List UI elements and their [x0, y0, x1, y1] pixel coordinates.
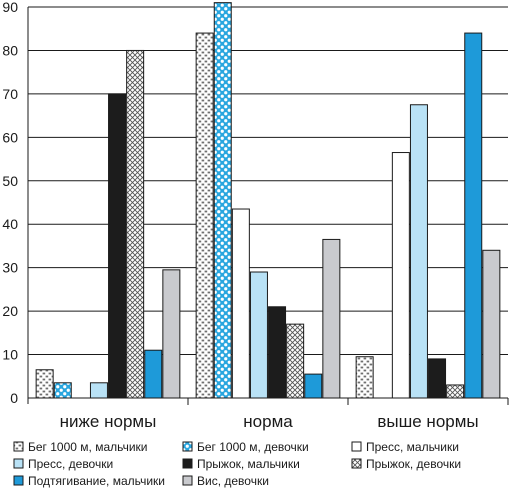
y-tick-label: 40	[2, 216, 18, 232]
bar	[355, 356, 374, 399]
bar	[304, 373, 323, 399]
legend-label: Прыжок, девочки	[366, 457, 461, 471]
legend-label: Подтягивание, мальчики	[28, 474, 165, 488]
bar	[322, 238, 341, 399]
y-axis-ticks: 0 10 20 30 40 50 60 70 80 90	[2, 0, 18, 406]
bar	[213, 2, 232, 399]
y-tick-label: 80	[2, 42, 18, 58]
y-tick-label: 10	[2, 347, 18, 363]
y-tick-label: 50	[2, 173, 18, 189]
legend-swatch	[182, 475, 193, 486]
legend: Бег 1000 м, мальчики Бег 1000 м, девочки П…	[13, 440, 461, 488]
y-tick-label: 70	[2, 86, 18, 102]
bar	[53, 382, 72, 399]
category-label: выше нормы	[377, 412, 478, 431]
bars	[35, 2, 501, 399]
legend-label: Вис, девочки	[197, 474, 269, 488]
x-axis-categories: ниже нормы норма выше нормы	[60, 412, 479, 431]
bar	[89, 382, 108, 399]
legend-swatch	[13, 441, 24, 452]
y-tick-label: 90	[2, 0, 18, 15]
legend-label: Пресс, мальчики	[366, 440, 459, 454]
y-tick-label: 20	[2, 303, 18, 319]
legend-swatch	[351, 441, 362, 452]
bar	[162, 269, 181, 399]
legend-swatch	[13, 458, 24, 469]
legend-swatch	[13, 475, 24, 486]
legend-label: Прыжок, мальчики	[197, 457, 300, 471]
bar	[249, 271, 268, 399]
y-tick-label: 60	[2, 129, 18, 145]
y-tick-label: 30	[2, 260, 18, 276]
bar	[409, 104, 428, 399]
bar	[464, 32, 483, 399]
bar	[231, 208, 250, 399]
legend-swatch	[182, 441, 193, 452]
bar	[446, 384, 465, 399]
bar	[126, 49, 145, 399]
bar	[428, 358, 447, 399]
axes	[27, 7, 509, 405]
legend-swatch	[182, 458, 193, 469]
legend-label: Бег 1000 м, мальчики	[28, 440, 148, 454]
legend-swatch	[351, 458, 362, 469]
legend-label: Пресс, девочки	[28, 457, 113, 471]
y-tick-label: 0	[10, 390, 18, 406]
bar	[391, 152, 410, 399]
legend-label: Бег 1000 м, девочки	[197, 440, 309, 454]
grid-lines	[28, 6, 508, 356]
category-label: ниже нормы	[60, 412, 157, 431]
bar	[482, 249, 501, 399]
bar	[286, 323, 305, 399]
bar	[108, 93, 127, 399]
bar	[268, 306, 287, 399]
category-label: норма	[243, 412, 293, 431]
bar	[144, 349, 163, 399]
bar	[35, 369, 54, 399]
bar	[195, 32, 214, 399]
